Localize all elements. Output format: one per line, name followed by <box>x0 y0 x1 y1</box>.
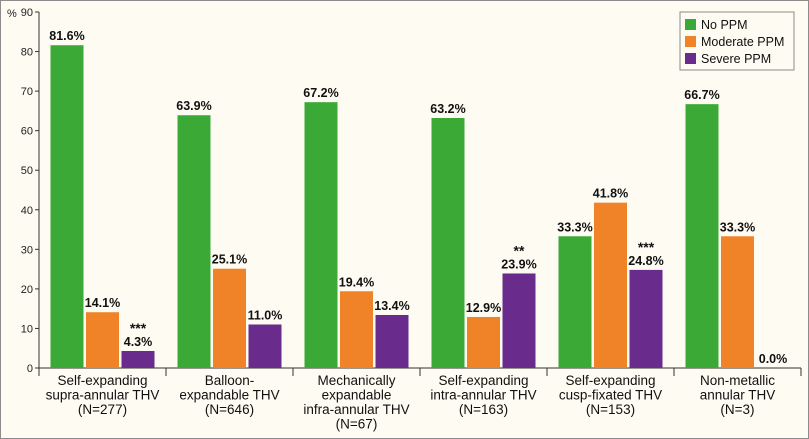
y-tick-label: 20 <box>21 284 33 296</box>
data-label: 41.8% <box>593 187 628 201</box>
category-label-line: infra-annular THV <box>303 402 409 417</box>
category-label-line: Self-expanding <box>57 373 147 388</box>
data-label: 14.1% <box>85 296 120 310</box>
y-tick-label: 90 <box>21 7 33 19</box>
bar <box>594 202 627 368</box>
legend-swatch <box>685 19 696 30</box>
bar <box>177 115 211 369</box>
category-label-line: intra-annular THV <box>430 388 536 403</box>
data-label: 23.9% <box>501 257 536 271</box>
legend-box <box>679 11 795 71</box>
legend-swatch <box>685 53 696 64</box>
y-tick-label: 10 <box>21 323 33 335</box>
data-label: 33.3% <box>720 220 755 234</box>
category-label: Self-expanding supra-annular THV (N=277) <box>46 373 160 417</box>
bars: 81.6%14.1%4.3%***63.9%25.1%11.0%67.2%19.… <box>49 29 788 369</box>
bar <box>248 324 282 368</box>
significance-marker: *** <box>638 239 655 255</box>
significance-marker: *** <box>130 320 147 336</box>
category-label-line: expandable THV <box>179 388 279 403</box>
category-label-line: (N=277) <box>78 402 127 417</box>
category-label-line: (N=646) <box>205 402 254 417</box>
data-label: 19.4% <box>339 275 374 289</box>
y-tick-label: 40 <box>21 205 33 217</box>
bar <box>467 316 500 368</box>
data-label: 0.0% <box>759 352 788 366</box>
category-label-line: Self-expanding <box>438 373 528 388</box>
category-label-line: cusp-fixated THV <box>559 388 662 403</box>
category-label-line: Mechanically <box>317 373 395 388</box>
data-label: 11.0% <box>248 308 283 322</box>
y-tick-label: 60 <box>21 126 33 138</box>
legend-label: Severe PPM <box>701 52 771 66</box>
bar <box>213 268 246 368</box>
bar <box>340 291 373 368</box>
category-label-line: (N=163) <box>459 402 508 417</box>
category-label-line: Self-expanding <box>565 373 655 388</box>
category-label-line: expandable <box>322 388 392 403</box>
data-label: 24.8% <box>628 254 663 268</box>
bar <box>50 45 84 369</box>
category-label-line: Balloon- <box>205 373 255 388</box>
category-label-line: annular THV <box>700 388 776 403</box>
data-label: 66.7% <box>684 88 719 102</box>
bar <box>558 236 592 368</box>
data-label: 67.2% <box>303 86 338 100</box>
data-label: 63.9% <box>176 99 211 113</box>
bar <box>86 312 119 368</box>
category-label-line: supra-annular THV <box>46 388 160 403</box>
data-label: 4.3% <box>124 335 153 349</box>
bar <box>502 273 536 368</box>
data-label: 63.2% <box>430 102 465 116</box>
y-tick-label: 30 <box>21 244 33 256</box>
bar <box>431 118 465 369</box>
category-label: Self-expanding cusp-fixated THV (N=153) <box>559 373 662 417</box>
category-label-line: (N=67) <box>336 417 378 432</box>
legend-label: Moderate PPM <box>701 35 784 49</box>
bar <box>721 236 754 368</box>
data-label: 33.3% <box>557 220 592 234</box>
data-label: 12.9% <box>466 301 501 315</box>
category-label-line: Non-metallic <box>700 373 775 388</box>
bar <box>629 269 663 368</box>
category-label: Mechanically expandable infra-annular THV(… <box>303 373 409 432</box>
bar <box>685 104 719 369</box>
y-tick-label: 50 <box>21 165 33 177</box>
category-label-line: (N=3) <box>720 402 754 417</box>
category-label-line: (N=153) <box>586 402 635 417</box>
y-tick-label: 70 <box>21 86 33 98</box>
category-label: Balloon-expandable THV (N=646) <box>179 373 279 417</box>
category-label: Self-expanding intra-annular THV (N=163) <box>430 373 536 417</box>
y-tick-label: 80 <box>21 47 33 59</box>
bar <box>121 350 155 368</box>
legend-label: No PPM <box>701 18 748 32</box>
legend-swatch <box>685 36 696 47</box>
data-label: 13.4% <box>374 299 409 313</box>
y-axis-unit-label: % <box>7 8 17 20</box>
data-label: 25.1% <box>212 253 247 267</box>
data-label: 81.6% <box>49 29 84 43</box>
legend: No PPM Moderate PPM Severe PPM <box>679 11 795 71</box>
significance-marker: ** <box>514 242 525 258</box>
category-label: Non-metallic annular THV (N=3) <box>700 373 776 417</box>
y-tick-label: 0 <box>27 363 33 375</box>
bar <box>375 314 409 368</box>
bar <box>304 102 338 368</box>
